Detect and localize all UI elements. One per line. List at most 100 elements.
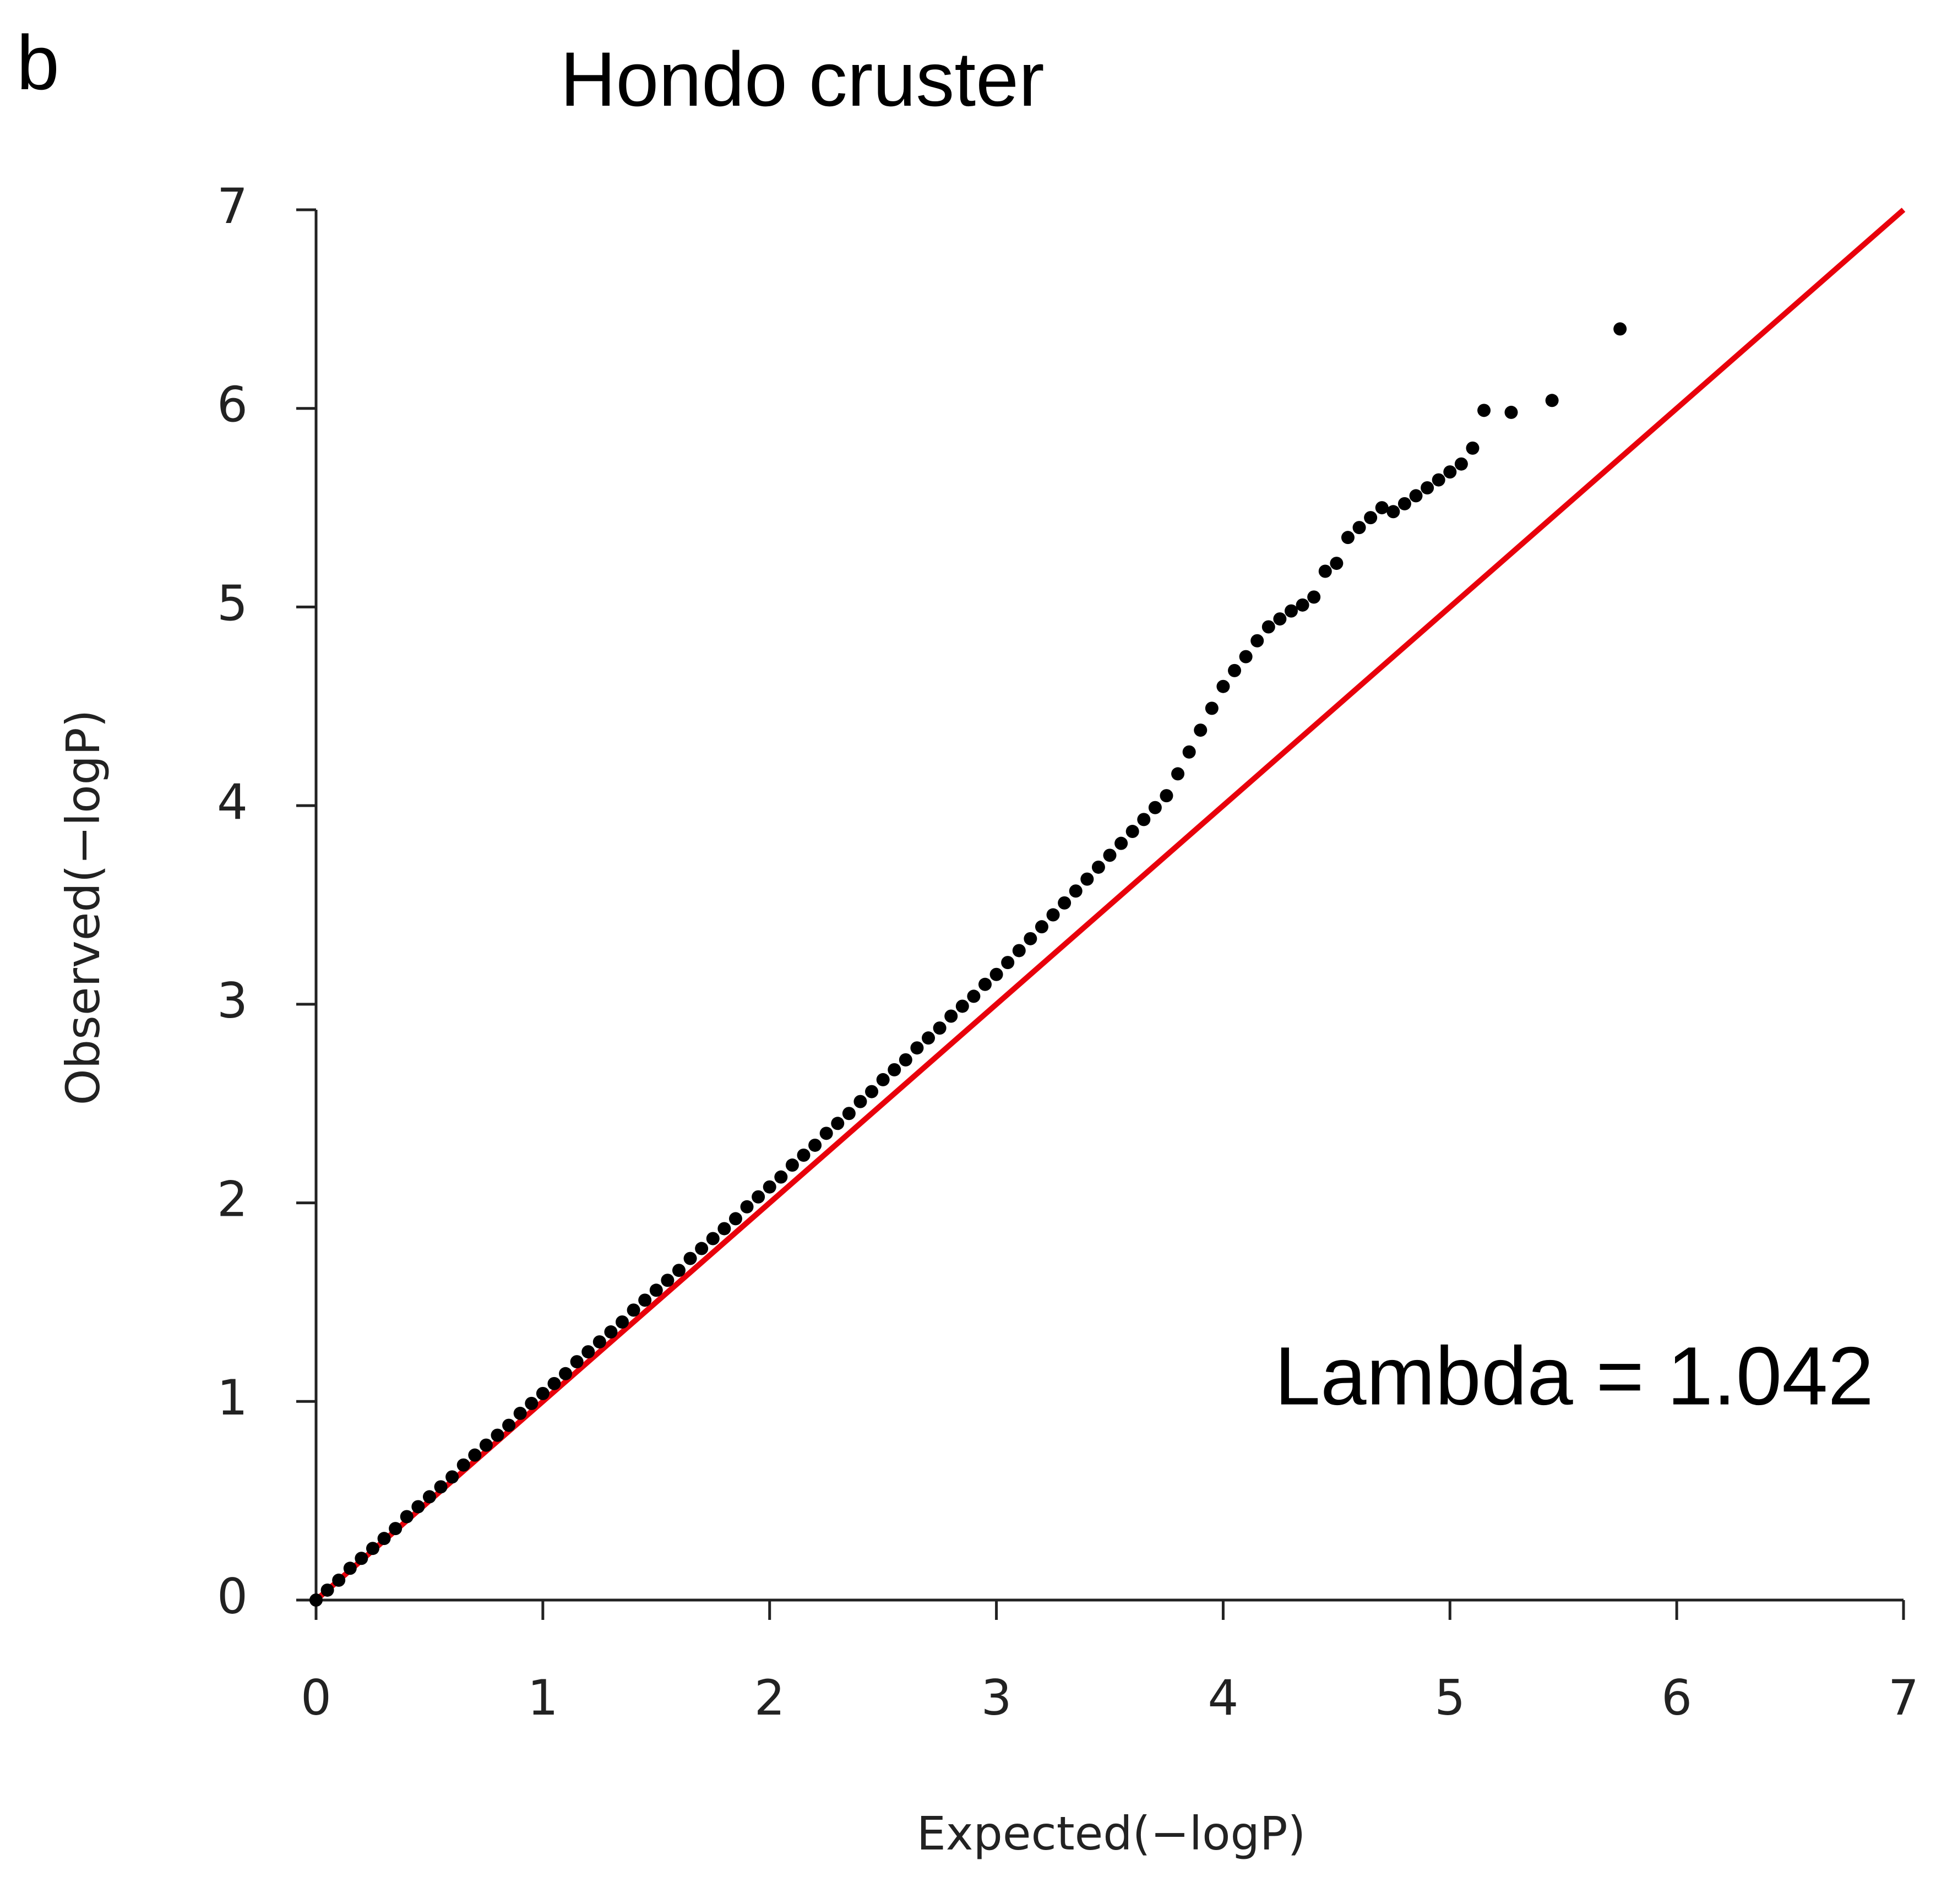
point [1375, 501, 1389, 515]
point [502, 1418, 516, 1432]
point [763, 1180, 776, 1194]
y-tick-label: 4 [217, 774, 248, 830]
point [989, 967, 1003, 981]
point [456, 1458, 470, 1472]
point [1352, 521, 1366, 535]
point [479, 1438, 493, 1452]
point [1296, 598, 1309, 612]
point [1194, 723, 1208, 737]
point [683, 1252, 697, 1265]
reference-line [314, 208, 1906, 1602]
point [876, 1073, 890, 1086]
point [1103, 848, 1117, 862]
point [922, 1031, 936, 1045]
point [842, 1107, 856, 1120]
point [1454, 457, 1468, 471]
point [1216, 679, 1230, 693]
point [728, 1212, 742, 1226]
point [1250, 634, 1264, 648]
point [389, 1522, 403, 1536]
point [1001, 956, 1015, 970]
point [1307, 590, 1321, 604]
point [831, 1117, 845, 1130]
point [967, 989, 981, 1003]
point [491, 1428, 504, 1442]
point [1058, 896, 1072, 910]
point [1409, 489, 1423, 503]
y-tick-label: 1 [217, 1369, 248, 1426]
point [808, 1138, 822, 1152]
point [1228, 663, 1242, 677]
point [309, 1593, 323, 1607]
point [1341, 531, 1355, 545]
point [752, 1190, 765, 1204]
point [1239, 650, 1253, 663]
point [343, 1562, 357, 1575]
point [1421, 481, 1434, 494]
point [592, 1335, 606, 1349]
point [819, 1127, 833, 1140]
point [1012, 944, 1026, 958]
point [1091, 860, 1105, 874]
point [649, 1283, 663, 1297]
point [355, 1552, 368, 1565]
point [513, 1406, 527, 1420]
point [445, 1470, 459, 1484]
point [695, 1242, 709, 1255]
chart-title: Hondo cruster [560, 36, 1044, 122]
point [468, 1448, 482, 1462]
point [1397, 497, 1411, 510]
point [888, 1063, 901, 1076]
point [1171, 767, 1185, 781]
point [627, 1303, 640, 1317]
point [570, 1355, 584, 1369]
point [1330, 557, 1344, 570]
point [1504, 405, 1518, 419]
point [1125, 825, 1139, 839]
point [1080, 872, 1094, 886]
point [1148, 801, 1162, 814]
y-tick-label: 5 [217, 575, 248, 632]
point [638, 1293, 652, 1307]
point [1137, 813, 1151, 826]
point [1432, 473, 1445, 487]
point [978, 977, 992, 991]
point [616, 1315, 629, 1329]
point [536, 1386, 550, 1400]
y-tick-label: 2 [217, 1171, 248, 1227]
point [559, 1367, 573, 1380]
point [955, 999, 969, 1013]
point [434, 1480, 448, 1494]
point [1386, 505, 1400, 519]
point [1613, 322, 1627, 336]
x-tick-label: 2 [754, 1669, 785, 1726]
point [1114, 836, 1128, 850]
point [1466, 441, 1480, 455]
panel-label: b [17, 19, 59, 106]
point [1443, 465, 1457, 479]
point [1364, 511, 1378, 525]
point [944, 1009, 958, 1023]
x-tick-label: 0 [301, 1669, 331, 1726]
y-tick-label: 7 [217, 178, 248, 235]
x-tick-label: 7 [1888, 1669, 1919, 1726]
point [933, 1021, 947, 1035]
y-axis-label: Observed(−logP) [56, 710, 110, 1106]
point [1261, 620, 1275, 634]
point [797, 1149, 811, 1162]
point [400, 1510, 414, 1524]
point [1545, 394, 1559, 407]
point [717, 1222, 731, 1236]
x-tick-label: 1 [527, 1669, 558, 1726]
point [1046, 908, 1060, 922]
point [1182, 745, 1196, 759]
point [785, 1158, 799, 1172]
point [1035, 920, 1048, 934]
point [1284, 604, 1298, 618]
point [853, 1095, 867, 1108]
point [865, 1085, 879, 1098]
point [1069, 884, 1083, 898]
point [1205, 701, 1219, 715]
point [899, 1053, 912, 1067]
